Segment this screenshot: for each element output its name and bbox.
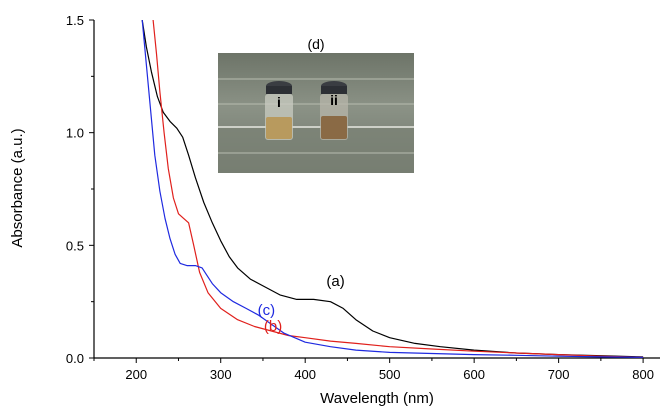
- vial-liquid: [321, 116, 347, 139]
- y-axis-title: Absorbance (a.u.): [9, 128, 26, 247]
- x-ticks: 200 300 400 500 600 700 800: [93, 358, 654, 382]
- annotation-a: (a): [326, 273, 344, 290]
- series-line-b: [152, 20, 644, 358]
- series-layer: [141, 20, 644, 358]
- x-tick-label: 400: [294, 367, 316, 382]
- series-line-c: [141, 20, 644, 358]
- series-line-a: [141, 20, 644, 358]
- inset-label: (d): [307, 36, 324, 52]
- y-tick-label: 0.5: [66, 238, 84, 253]
- vial-liquid: [266, 117, 292, 139]
- x-tick-label: 500: [379, 367, 401, 382]
- y-tick-label: 1.0: [66, 126, 84, 141]
- y-tick-label: 0.0: [66, 351, 84, 366]
- x-axis-title: Wavelength (nm): [320, 390, 434, 407]
- vial-label: ii: [330, 92, 338, 108]
- inset-photo: i ii (d): [218, 36, 414, 173]
- x-tick-label: 200: [125, 367, 147, 382]
- photo-shelf: [218, 128, 414, 173]
- annotation-b: (b): [264, 318, 282, 335]
- y-tick-label: 1.5: [66, 13, 84, 28]
- x-tick-label: 700: [548, 367, 570, 382]
- x-tick-label: 300: [210, 367, 232, 382]
- vial-i: i: [265, 81, 293, 140]
- vial-label: i: [277, 94, 281, 110]
- x-tick-label: 600: [463, 367, 485, 382]
- vial-cap: [321, 86, 347, 94]
- x-tick-label: 800: [632, 367, 654, 382]
- y-ticks: 0.0 0.5 1.0 1.5: [66, 13, 94, 366]
- annotation-c: (c): [258, 302, 276, 319]
- vial-ii: ii: [320, 81, 348, 140]
- vial-cap: [266, 86, 292, 94]
